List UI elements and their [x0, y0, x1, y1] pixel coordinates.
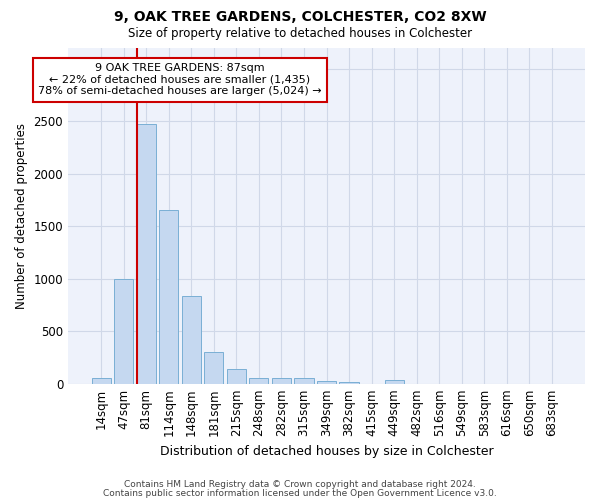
- X-axis label: Distribution of detached houses by size in Colchester: Distribution of detached houses by size …: [160, 444, 493, 458]
- Text: 9 OAK TREE GARDENS: 87sqm
← 22% of detached houses are smaller (1,435)
78% of se: 9 OAK TREE GARDENS: 87sqm ← 22% of detac…: [38, 64, 322, 96]
- Bar: [317, 381, 336, 384]
- Bar: [250, 378, 268, 384]
- Bar: [272, 378, 291, 384]
- Bar: [204, 352, 223, 384]
- Text: Size of property relative to detached houses in Colchester: Size of property relative to detached ho…: [128, 28, 472, 40]
- Bar: [159, 210, 178, 384]
- Bar: [340, 382, 359, 384]
- Text: 9, OAK TREE GARDENS, COLCHESTER, CO2 8XW: 9, OAK TREE GARDENS, COLCHESTER, CO2 8XW: [113, 10, 487, 24]
- Bar: [92, 378, 110, 384]
- Bar: [385, 380, 404, 384]
- Text: Contains HM Land Registry data © Crown copyright and database right 2024.: Contains HM Land Registry data © Crown c…: [124, 480, 476, 489]
- Y-axis label: Number of detached properties: Number of detached properties: [15, 122, 28, 308]
- Bar: [227, 369, 246, 384]
- Bar: [114, 278, 133, 384]
- Text: Contains public sector information licensed under the Open Government Licence v3: Contains public sector information licen…: [103, 488, 497, 498]
- Bar: [137, 124, 156, 384]
- Bar: [295, 378, 314, 384]
- Bar: [182, 296, 201, 384]
